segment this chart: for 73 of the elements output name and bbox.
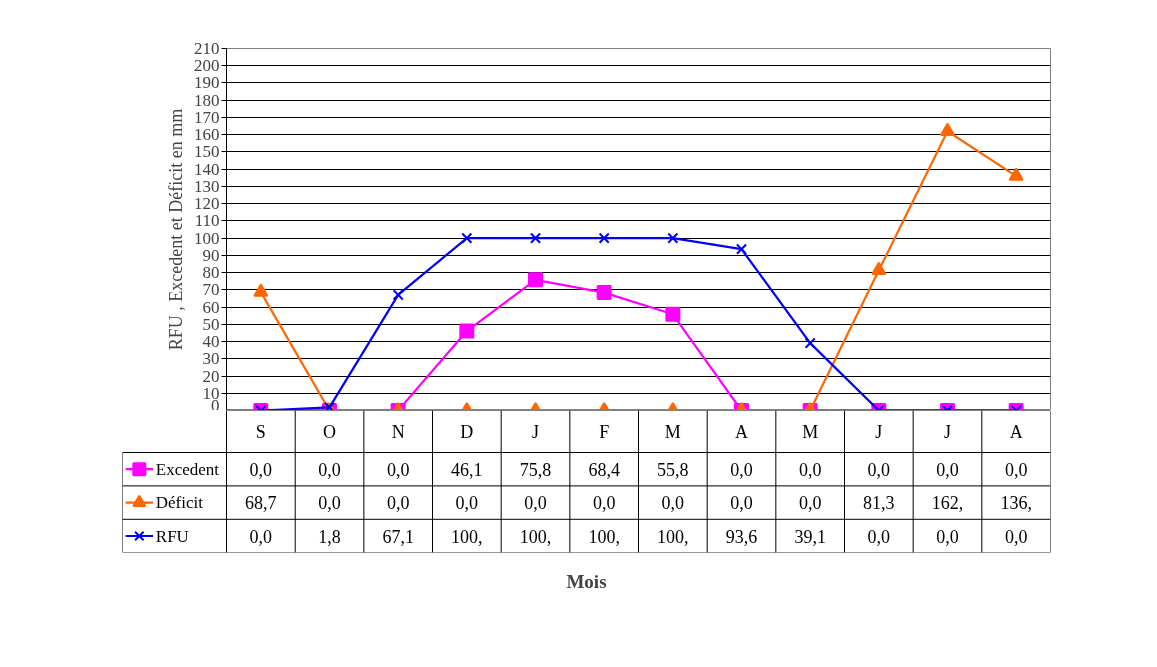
x-tick-label: F: [599, 421, 610, 442]
y-tick-label: 80: [202, 263, 220, 283]
data-label: 0,0: [936, 459, 959, 480]
x-tick-label: M: [664, 421, 681, 442]
y-tick-label: 200: [194, 56, 220, 76]
text: Mois: [566, 570, 607, 592]
y-tick-label: 20: [202, 366, 220, 386]
data-label: 68,7: [245, 493, 277, 514]
data-label: 81,3: [863, 493, 895, 514]
data-label: 0,0: [867, 526, 891, 547]
data-label: 39,1: [794, 526, 826, 547]
legend-label: Déficit: [155, 493, 204, 513]
y-tick-label: 70: [202, 280, 220, 300]
x-tick-label: N: [391, 421, 405, 442]
data-label: 1,8: [318, 526, 341, 547]
legend-label: RFU: [155, 526, 189, 546]
data-label: 0,0: [455, 493, 479, 514]
data-label: 0,0: [524, 493, 547, 514]
x-tick-label: J: [944, 421, 952, 442]
data-label: 0,0: [661, 493, 685, 514]
y-tick-label: 110: [194, 211, 220, 231]
data-label: 0,0: [798, 459, 822, 480]
y-tick-label: 130: [194, 176, 220, 196]
data-label: 0,0: [386, 459, 410, 480]
x-tick-label: D: [460, 421, 474, 442]
data-label: 100,: [451, 526, 483, 547]
data-label: 100,: [519, 526, 552, 547]
data-label: 0,0: [730, 493, 753, 514]
legend-label: Excedent: [155, 459, 220, 479]
data-label: 100,: [657, 526, 689, 547]
y-axis-title: RFU , Excedent et Déficit en mm: [166, 108, 186, 351]
y-tick-label: 50: [202, 314, 220, 334]
y-tick-label: 170: [194, 107, 220, 127]
y-tick-label: 100: [194, 228, 220, 248]
data-label: 0,0: [1004, 526, 1028, 547]
data-label: 162,: [931, 493, 964, 514]
y-tick-label: 60: [202, 297, 220, 317]
data-label: 0,0: [730, 459, 753, 480]
x-tick-label: O: [323, 421, 337, 442]
data-label: 0,0: [798, 493, 822, 514]
data-label: 0,0: [386, 493, 410, 514]
data-label: 0,0: [1004, 459, 1028, 480]
data-label: 0,0: [318, 459, 341, 480]
data-label: 68,4: [588, 459, 620, 480]
x-tick-label: A: [1009, 421, 1023, 442]
y-tick-label: 150: [194, 142, 220, 162]
y-tick-label: 30: [202, 349, 220, 369]
x-tick-label: S: [255, 421, 266, 442]
y-tick-label: 140: [194, 159, 220, 179]
data-label: 136,: [1000, 493, 1032, 514]
y-tick-label: 90: [202, 245, 220, 265]
data-label: 0,0: [867, 459, 891, 480]
x-tick-label: J: [532, 421, 540, 442]
y-tick-label: 40: [202, 332, 220, 352]
data-label: 0,0: [936, 526, 959, 547]
data-label: 0,0: [249, 459, 273, 480]
data-label: 0,0: [318, 493, 341, 514]
data-label: 93,6: [725, 526, 758, 547]
data-label: 55,8: [657, 459, 689, 480]
data-label: 67,1: [382, 526, 414, 547]
y-tick-label: 180: [194, 90, 220, 110]
y-tick-label: 210: [194, 39, 220, 58]
data-label: 0,0: [592, 493, 616, 514]
data-label: 46,1: [451, 459, 483, 480]
y-tick-label: 190: [194, 73, 220, 93]
y-tick-label: 120: [194, 194, 220, 214]
y-tick-label: 160: [194, 125, 220, 145]
data-label: 100,: [588, 526, 620, 547]
x-tick-label: M: [802, 421, 819, 442]
x-tick-label: A: [735, 421, 749, 442]
data-label: 75,8: [519, 459, 552, 480]
data-label: 0,0: [249, 526, 273, 547]
x-tick-label: J: [875, 421, 883, 442]
